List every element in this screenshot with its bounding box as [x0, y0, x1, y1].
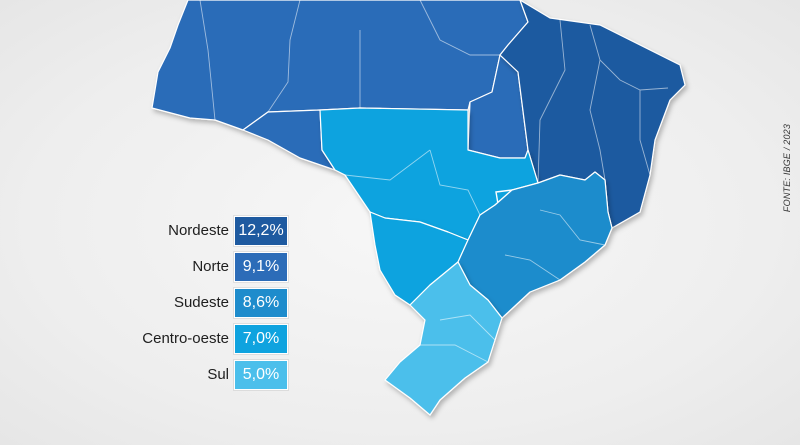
legend-label: Nordeste [168, 222, 229, 239]
region-sul [384, 261, 503, 416]
legend-row-sudeste: Sudeste 8,6% [0, 288, 300, 318]
legend-label: Sul [207, 366, 229, 383]
legend-row-centro-oeste: Centro-oeste 7,0% [0, 324, 300, 354]
state-borders [199, 0, 669, 363]
legend-row-sul: Sul 5,0% [0, 360, 300, 390]
legend-value: 12,2% [234, 216, 288, 246]
legend-label: Centro-oeste [142, 330, 229, 347]
legend-label: Norte [192, 258, 229, 275]
legend-row-nordeste: Nordeste 12,2% [0, 216, 300, 246]
region-sudeste [457, 171, 613, 319]
legend-row-norte: Norte 9,1% [0, 252, 300, 282]
source-credit: FONTE: IBGE / 2023 [782, 123, 792, 213]
legend-value: 7,0% [234, 324, 288, 354]
legend-value: 5,0% [234, 360, 288, 390]
legend-value: 9,1% [234, 252, 288, 282]
legend-label: Sudeste [173, 294, 229, 311]
legend-value: 8,6% [234, 288, 288, 318]
